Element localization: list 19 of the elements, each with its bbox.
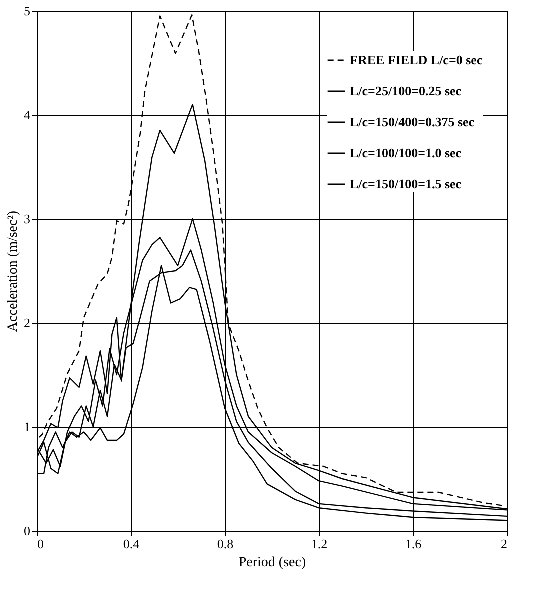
legend-label: L/c=150/100=1.5 sec: [350, 176, 462, 192]
y-tick-label: 4: [24, 108, 31, 122]
x-tick-label: 1.6: [405, 536, 422, 552]
y-tick-label: 0: [24, 524, 30, 538]
x-tick-label: 0: [38, 536, 44, 552]
y-axis-title: Acceleration (m/sec²): [6, 210, 21, 332]
legend-label: L/c=150/400=0.375 sec: [350, 114, 475, 130]
x-tick-label: 2: [501, 536, 508, 552]
legend-label: FREE FIELD L/c=0 sec: [350, 52, 483, 68]
y-tick-label: 3: [24, 212, 30, 226]
y-tick-label: 1: [24, 420, 30, 434]
x-axis-title: Period (sec): [238, 556, 306, 570]
y-tick-label: 5: [24, 4, 30, 18]
x-tick-label: 0.8: [217, 536, 234, 552]
y-tick-label: 2: [24, 316, 30, 330]
x-tick-label: 0.4: [123, 536, 140, 552]
legend-label: L/c=100/100=1.0 sec: [350, 146, 462, 160]
legend-label: L/c=25/100=0.25 sec: [350, 84, 462, 98]
x-tick-label: 1.2: [311, 536, 328, 552]
